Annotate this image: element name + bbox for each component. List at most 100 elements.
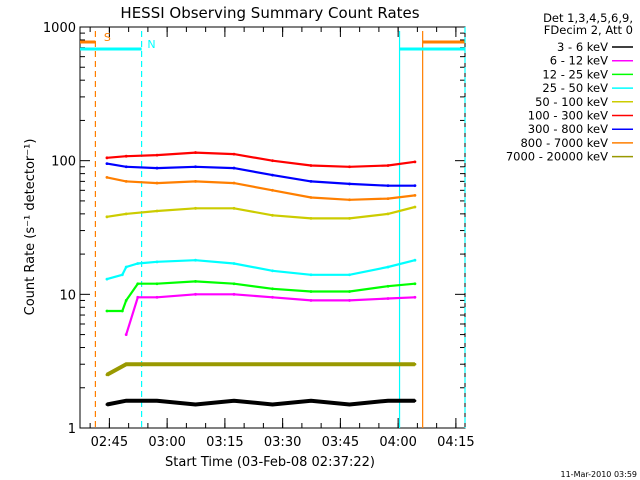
data-point — [232, 399, 236, 403]
data-point — [105, 277, 109, 281]
data-point — [124, 212, 128, 216]
data-point — [136, 282, 140, 286]
data-point — [271, 287, 274, 291]
data-point — [348, 299, 351, 302]
data-point — [348, 165, 351, 169]
legend-header: FDecim 2, Att 0 — [544, 23, 633, 37]
data-point — [232, 282, 236, 286]
data-point — [413, 295, 417, 299]
data-point — [155, 153, 159, 157]
data-point — [271, 188, 274, 192]
y-tick-label: 10 — [59, 288, 76, 303]
data-point — [271, 295, 274, 299]
x-tick-label: 03:00 — [148, 435, 185, 450]
data-point — [124, 399, 128, 403]
data-point — [155, 260, 159, 264]
x-tick-label: 03:15 — [206, 435, 243, 450]
data-point — [232, 262, 236, 265]
x-tick-label: 04:00 — [379, 435, 416, 450]
data-point — [413, 362, 417, 366]
data-point — [232, 206, 236, 210]
plot-area: 1 10 100 1000 02:45 03:00 03:15 03:30 03:45 04:00… — [43, 21, 475, 450]
data-point — [309, 399, 313, 403]
legend-entry-label: 800 - 7000 keV — [520, 136, 608, 150]
data-point — [348, 216, 351, 220]
data-point — [386, 197, 390, 201]
data-point — [309, 179, 313, 183]
flag-letter: S — [104, 31, 111, 44]
data-point — [309, 299, 313, 302]
chart-title: HESSI Observing Summary Count Rates — [120, 4, 419, 22]
data-point — [155, 282, 159, 286]
data-point — [271, 269, 274, 273]
data-point — [386, 284, 390, 288]
y-tick-label: 1 — [68, 422, 76, 437]
legend-entry-label: 7000 - 20000 keV — [506, 150, 608, 164]
data-point — [309, 290, 313, 293]
data-point — [232, 181, 236, 185]
series-line — [106, 205, 416, 220]
data-point — [105, 162, 109, 166]
data-point — [124, 154, 128, 158]
data-point — [232, 362, 236, 366]
data-point — [271, 213, 274, 217]
data-point — [348, 273, 351, 277]
data-point — [194, 403, 197, 406]
legend-entry-label: 100 - 300 keV — [528, 109, 608, 123]
series-line — [106, 362, 415, 377]
data-point — [194, 151, 197, 154]
data-point — [155, 209, 159, 213]
data-point — [413, 184, 417, 188]
data-point — [194, 362, 197, 366]
x-tick-label: 03:45 — [322, 435, 359, 450]
data-point — [124, 299, 128, 302]
data-point — [136, 262, 140, 265]
data-point — [124, 362, 128, 366]
legend-entry-label: 3 - 6 keV — [557, 40, 608, 54]
data-point — [124, 333, 128, 336]
data-point — [309, 216, 313, 220]
data-point — [194, 292, 197, 296]
x-tick-label: 03:30 — [264, 435, 301, 450]
data-point — [309, 362, 313, 366]
data-point — [386, 164, 390, 167]
data-point — [232, 292, 236, 296]
data-point — [232, 166, 236, 170]
data-point — [120, 309, 124, 313]
data-point — [386, 399, 390, 403]
data-point — [309, 164, 313, 167]
series-line — [125, 293, 415, 335]
data-point — [271, 362, 274, 366]
legend-entry-label: 300 - 800 keV — [528, 122, 608, 136]
data-point — [105, 403, 109, 406]
data-point — [348, 403, 351, 406]
data-point — [348, 198, 351, 202]
data-point — [271, 159, 274, 163]
y-axis-label: Count Rate (s⁻¹ detector⁻¹) — [23, 139, 38, 316]
data-point — [194, 206, 197, 210]
data-point — [271, 403, 274, 406]
data-point — [386, 297, 390, 300]
x-tick-label: 02:45 — [91, 435, 128, 450]
data-point — [386, 212, 390, 216]
data-point — [136, 295, 140, 299]
timestamp: 11-Mar-2010 03:59 — [561, 470, 638, 479]
legend-entry-label: 50 - 100 keV — [535, 95, 608, 109]
data-point — [124, 179, 128, 183]
data-point — [413, 282, 417, 286]
data-point — [120, 273, 124, 277]
data-point — [348, 182, 351, 186]
data-point — [271, 173, 274, 177]
data-point — [155, 362, 159, 366]
data-point — [413, 160, 417, 164]
legend-entry-label: 12 - 25 keV — [542, 67, 608, 81]
data-point — [348, 362, 351, 366]
data-point — [155, 181, 159, 185]
legend-entry-label: 25 - 50 keV — [542, 81, 608, 95]
y-tick-label: 100 — [51, 155, 76, 170]
data-point — [386, 362, 390, 366]
data-point — [194, 279, 197, 283]
data-point — [348, 290, 351, 293]
series-line — [106, 162, 415, 187]
